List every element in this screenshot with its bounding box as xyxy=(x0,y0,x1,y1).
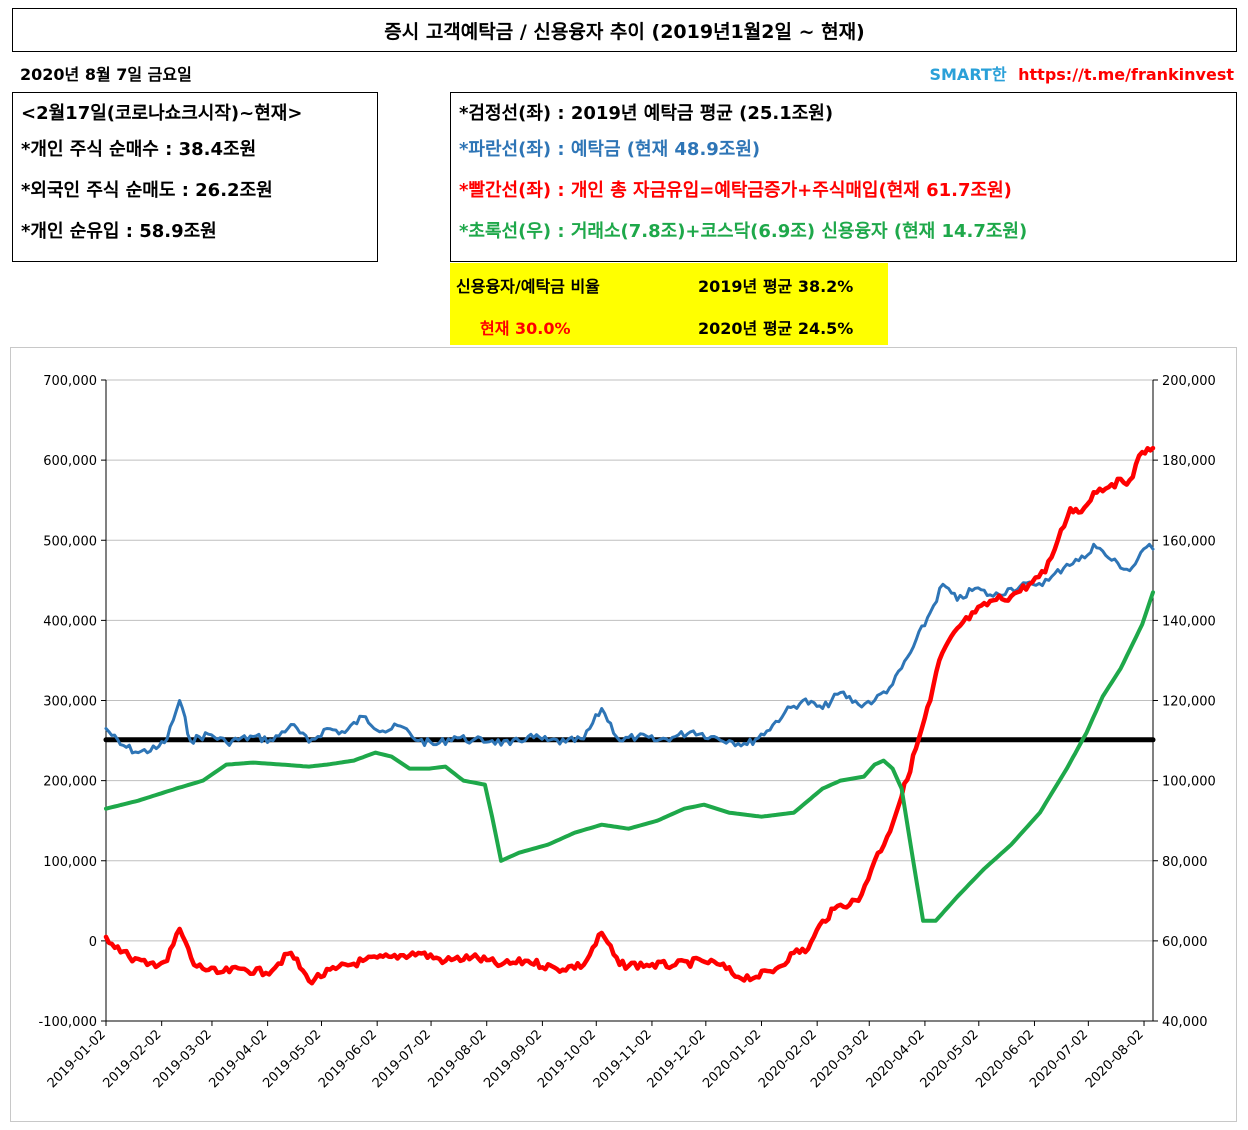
right-tick-label: 200,000 xyxy=(1162,374,1216,389)
right-tick-label: 160,000 xyxy=(1162,534,1216,549)
legend-line-green: *초록선(우) : 거래소(7.8조)+코스닥(6.9조) 신용융자 (현재 1… xyxy=(459,221,1028,242)
summary-line: <2월17일(코로나쇼크시작)~현재> xyxy=(21,103,303,124)
x-tick-label: 2019-08-02 xyxy=(426,1027,490,1091)
left-tick-label: 0 xyxy=(89,935,97,950)
x-tick-label: 2020-08-02 xyxy=(1083,1027,1147,1091)
series-line-초록선 xyxy=(104,590,1155,923)
ratio-panel: 신용융자/예탁금 비율 현재 30.0% 2019년 평균 38.2% 2020… xyxy=(450,263,888,345)
legend-line-black: *검정선(좌) : 2019년 예탁금 평균 (25.1조원) xyxy=(459,103,834,124)
series-line-파란선 xyxy=(104,542,1155,755)
x-tick-label: 2019-01-02 xyxy=(45,1027,109,1091)
right-tick-label: 140,000 xyxy=(1162,614,1216,629)
x-tick-label: 2019-10-02 xyxy=(535,1027,599,1091)
right-tick-label: 60,000 xyxy=(1162,935,1208,950)
chart-title-text: 증시 고객예탁금 / 신용융자 추이 (2019년1월2일 ~ 현재) xyxy=(384,20,865,43)
left-tick-label: 500,000 xyxy=(43,534,97,549)
x-tick-label: 2019-05-02 xyxy=(260,1027,324,1091)
series-line-빨간선 xyxy=(103,445,1156,986)
chart-title: 증시 고객예탁금 / 신용융자 추이 (2019년1월2일 ~ 현재) xyxy=(12,8,1237,52)
legend-line-red: *빨간선(좌) : 개인 총 자금유입=예탁금증가+주식매입(현재 61.7조원… xyxy=(459,180,1012,201)
source-url[interactable]: https://t.me/frankinvest xyxy=(1018,65,1234,84)
summary-line: *외국인 주식 순매도 : 26.2조원 xyxy=(21,180,273,201)
left-tick-label: 600,000 xyxy=(43,454,97,469)
left-tick-label: 200,000 xyxy=(43,775,97,790)
axes xyxy=(101,379,1158,1026)
legend-line-blue: *파란선(좌) : 예탁금 (현재 48.9조원) xyxy=(459,139,761,160)
left-tick-label: 300,000 xyxy=(43,695,97,710)
chart-area: -100,000 40,000 0 60,000 100,000 80,000 200,00… xyxy=(10,347,1237,1122)
summary-line: *개인 순유입 : 58.9조원 xyxy=(21,221,217,242)
x-tick-label: 2019-07-02 xyxy=(370,1027,434,1091)
summary-line: *개인 주식 순매수 : 38.4조원 xyxy=(21,139,257,160)
legend-panel: *검정선(좌) : 2019년 예탁금 평균 (25.1조원) *파란선(좌) … xyxy=(450,92,1237,262)
series-lines xyxy=(103,445,1156,986)
right-tick-label: 180,000 xyxy=(1162,454,1216,469)
left-tick-label: 700,000 xyxy=(43,374,97,389)
x-tick-label: 2019-12-02 xyxy=(645,1027,709,1091)
tick-labels: -100,000 40,000 0 60,000 100,000 80,000 200,00… xyxy=(39,374,1216,1091)
x-tick-label: 2020-07-02 xyxy=(1027,1027,1091,1091)
left-tick-label: -100,000 xyxy=(39,1015,97,1030)
ratio-label: 신용융자/예탁금 비율 xyxy=(456,277,600,296)
left-tick-label: 400,000 xyxy=(43,614,97,629)
source-label: SMART한 https://t.me/frankinvest xyxy=(929,61,1234,85)
x-tick-label: 2020-05-02 xyxy=(918,1027,982,1091)
grid-lines xyxy=(106,379,1153,1022)
ratio-current: 현재 30.0% xyxy=(480,319,571,338)
right-tick-label: 80,000 xyxy=(1162,855,1208,870)
right-tick-label: 120,000 xyxy=(1162,695,1216,710)
source-name: SMART한 xyxy=(929,65,1007,84)
ratio-2019-avg: 2019년 평균 38.2% xyxy=(698,277,854,296)
line-chart: -100,000 40,000 0 60,000 100,000 80,000 200,00… xyxy=(39,374,1216,1091)
right-tick-label: 40,000 xyxy=(1162,1015,1208,1030)
corona-summary-panel: <2월17일(코로나쇼크시작)~현재> *개인 주식 순매수 : 38.4조원 … xyxy=(12,92,378,262)
left-tick-label: 100,000 xyxy=(43,855,97,870)
right-tick-label: 100,000 xyxy=(1162,775,1216,790)
x-tick-label: 2020-01-02 xyxy=(700,1027,764,1091)
ratio-2020-avg: 2020년 평균 24.5% xyxy=(698,319,854,338)
date-label: 2020년 8월 7일 금요일 xyxy=(20,65,192,84)
